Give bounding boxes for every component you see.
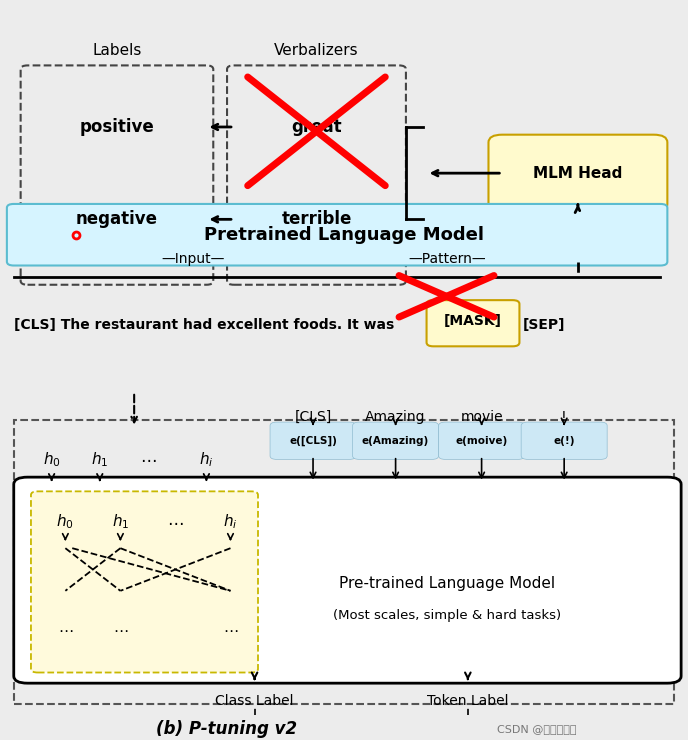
Text: terrible: terrible <box>281 210 352 229</box>
Text: —Input—: —Input— <box>161 252 224 266</box>
Text: Pretrained Language Model: Pretrained Language Model <box>204 226 484 243</box>
FancyBboxPatch shape <box>427 300 519 346</box>
Text: $h_1$: $h_1$ <box>91 450 109 468</box>
FancyBboxPatch shape <box>21 65 213 285</box>
Text: [SEP]: [SEP] <box>523 318 566 332</box>
Text: $h_i$: $h_i$ <box>199 450 214 468</box>
Text: $\cdots$: $\cdots$ <box>113 622 128 637</box>
Text: $\cdots$: $\cdots$ <box>140 451 156 468</box>
Text: Class Label: Class Label <box>215 694 294 708</box>
Text: Verbalizers: Verbalizers <box>274 42 359 58</box>
Text: MLM Head: MLM Head <box>533 166 623 181</box>
Text: !: ! <box>561 410 567 424</box>
Text: $\cdots$: $\cdots$ <box>223 622 238 637</box>
Text: negative: negative <box>76 210 158 229</box>
Text: Pre-trained Language Model: Pre-trained Language Model <box>339 576 555 591</box>
Text: e(!): e(!) <box>553 436 575 445</box>
Text: $h_0$: $h_0$ <box>43 450 61 468</box>
FancyBboxPatch shape <box>352 422 439 460</box>
Text: e(moive): e(moive) <box>455 436 508 445</box>
Text: Amazing: Amazing <box>365 410 426 424</box>
Text: —Pattern—: —Pattern— <box>409 252 486 266</box>
Text: $h_1$: $h_1$ <box>111 512 129 531</box>
Text: $h_0$: $h_0$ <box>56 512 74 531</box>
Text: [CLS]: [CLS] <box>294 410 332 424</box>
Text: CSDN @曼城周杰伦: CSDN @曼城周杰伦 <box>497 724 577 734</box>
FancyBboxPatch shape <box>7 204 667 266</box>
Text: $\cdots$: $\cdots$ <box>58 622 73 637</box>
Text: e([CLS]): e([CLS]) <box>289 436 337 446</box>
Text: positive: positive <box>80 118 154 136</box>
FancyBboxPatch shape <box>31 491 258 673</box>
Text: Labels: Labels <box>92 42 142 58</box>
FancyBboxPatch shape <box>439 422 525 460</box>
FancyBboxPatch shape <box>227 65 406 285</box>
Text: (b) P-tuning v2: (b) P-tuning v2 <box>156 720 298 739</box>
FancyBboxPatch shape <box>488 135 667 212</box>
FancyBboxPatch shape <box>14 477 681 683</box>
FancyBboxPatch shape <box>270 422 356 460</box>
Text: $h_i$: $h_i$ <box>223 512 238 531</box>
Text: [CLS] The restaurant had excellent foods. It was: [CLS] The restaurant had excellent foods… <box>14 318 399 332</box>
Text: e(Amazing): e(Amazing) <box>362 436 429 445</box>
FancyBboxPatch shape <box>522 422 607 460</box>
Text: (Most scales, simple & hard tasks): (Most scales, simple & hard tasks) <box>333 609 561 622</box>
Text: $\cdots$: $\cdots$ <box>167 513 184 531</box>
Text: great: great <box>291 118 342 136</box>
Text: Token Label: Token Label <box>427 694 508 708</box>
Text: [MASK]: [MASK] <box>444 314 502 329</box>
Text: movie: movie <box>460 410 503 424</box>
